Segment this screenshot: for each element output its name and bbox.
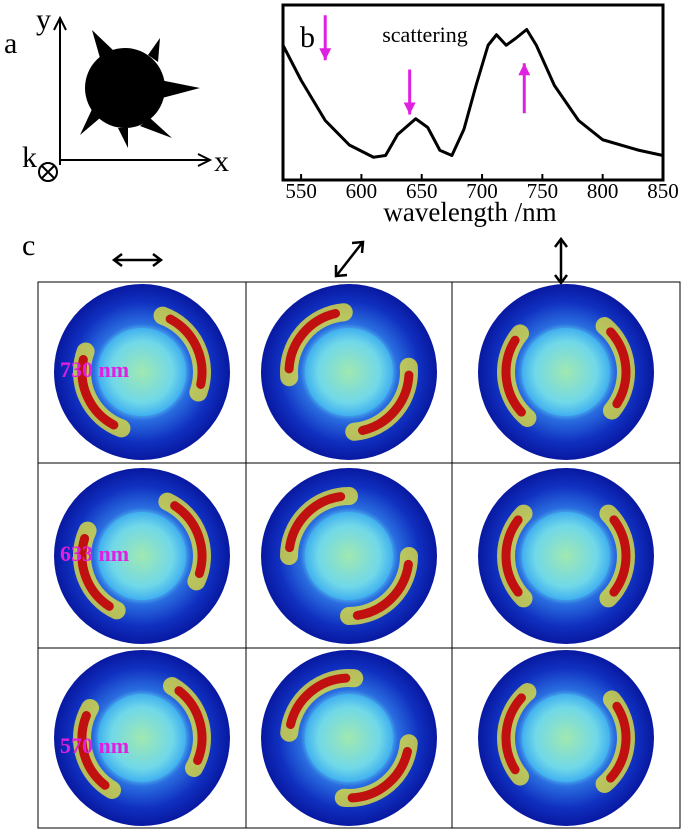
map-core [305, 328, 393, 416]
field-map [478, 650, 654, 826]
hotspot [501, 335, 526, 417]
hotspot [606, 327, 631, 409]
hotspot [352, 559, 413, 620]
particle [80, 30, 200, 148]
panel-c: c 730 nm 633 nm 570 nm [22, 229, 681, 829]
panel-b: b scattering wavelength /nm 550 600 650 700… [281, 3, 679, 227]
panel-a: a y x k [4, 3, 229, 182]
field-map [478, 284, 654, 460]
map-hotspots [73, 306, 211, 438]
spectrum-line [281, 28, 664, 159]
hotspot [285, 492, 346, 553]
plot-frame [281, 3, 665, 182]
x-tick-label: 850 [647, 179, 679, 203]
map-hotspots [497, 683, 635, 793]
map-hotspots [73, 677, 211, 799]
x-tick-label: 550 [285, 179, 317, 203]
marker-arrow [518, 63, 531, 114]
map-core [98, 512, 186, 600]
hotspot [170, 501, 207, 579]
field-map [261, 650, 437, 826]
grid-frame [37, 281, 681, 829]
x-tick-label: 750 [527, 179, 559, 203]
x-tick-label: 650 [406, 179, 438, 203]
field-map [261, 284, 437, 460]
marker-arrow [319, 15, 332, 61]
x-tick-label: 700 [466, 179, 498, 203]
map-hotspots [497, 504, 635, 608]
map-hotspots [73, 492, 211, 620]
field-map [478, 468, 654, 644]
hotspot [501, 693, 526, 775]
hotspot [347, 746, 412, 803]
hotspot [357, 370, 414, 435]
field-map [261, 468, 437, 644]
wavelength-label: 730 nm [60, 357, 129, 382]
map-core [522, 512, 610, 600]
marker-arrow-head [403, 102, 416, 115]
map-hotspots [279, 486, 419, 626]
x-axis-title: wavelength /nm [383, 197, 556, 227]
x-tick-label: 800 [587, 179, 619, 203]
hotspot [606, 701, 631, 783]
axis-label: y [36, 3, 51, 36]
map-core [305, 512, 393, 600]
field-map [54, 650, 230, 826]
field-map [54, 284, 230, 460]
field-map [54, 468, 230, 644]
hotspot [286, 673, 351, 730]
panel-label: a [4, 27, 17, 60]
into-page-symbol [38, 162, 58, 182]
polarization-arrows [111, 236, 568, 286]
arrow-head [53, 15, 67, 31]
hotspot [77, 533, 114, 611]
axis-label: k [22, 141, 37, 174]
arrow-head [197, 153, 213, 167]
x-tick-label: 600 [346, 179, 378, 203]
map-core [98, 694, 186, 782]
hotspot [174, 686, 207, 765]
hotspot [501, 515, 523, 597]
into-page-symbol [41, 165, 55, 179]
map-core [522, 694, 610, 782]
map-core [305, 694, 393, 782]
map-hotspots [280, 303, 418, 441]
axis-label: x [214, 145, 229, 178]
wavelength-label: 570 nm [60, 733, 129, 758]
hotspot [77, 355, 119, 430]
annotation: scattering [382, 22, 468, 47]
hotspot [284, 309, 341, 374]
map-core [98, 328, 186, 416]
panel-label: b [300, 21, 315, 54]
map-hotspots [497, 317, 635, 427]
hotspot [165, 314, 207, 389]
map-core [522, 328, 610, 416]
grid-lines [38, 282, 680, 828]
marker-arrow [403, 69, 416, 115]
wavelength-label: 633 nm [60, 541, 129, 566]
hotspot [77, 711, 110, 790]
hotspot [609, 515, 631, 597]
panel-label: c [22, 229, 35, 262]
marker-arrow-head [518, 63, 531, 76]
marker-arrow-head [319, 48, 332, 61]
map-hotspots [280, 669, 418, 807]
